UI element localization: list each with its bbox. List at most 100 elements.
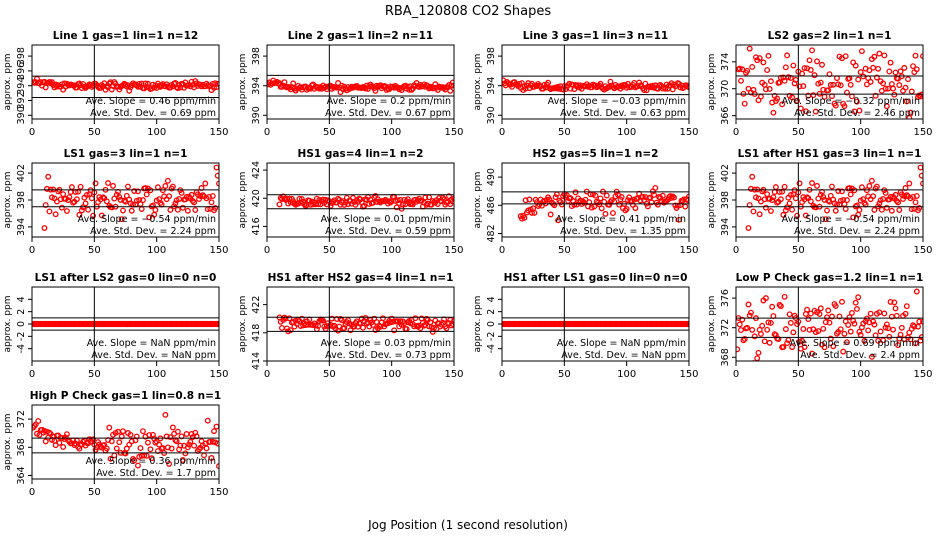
data-point <box>878 206 885 213</box>
slope-annotation: Ave. Slope = 0.41 ppm/min <box>556 214 686 225</box>
data-point <box>770 194 777 201</box>
data-point <box>900 196 907 202</box>
data-point <box>850 214 857 221</box>
data-point <box>351 323 358 330</box>
data-point <box>896 207 903 214</box>
data-point <box>844 339 850 346</box>
data-point <box>799 337 806 344</box>
data-point <box>56 439 63 446</box>
x-tick-label: 100 <box>147 245 166 256</box>
std-annotation: Ave. Std. Dev. = 0.63 ppm <box>560 108 686 119</box>
y-tick-label: 372 <box>720 319 731 337</box>
data-point <box>839 188 845 195</box>
data-point <box>855 294 862 301</box>
data-point <box>781 77 788 84</box>
data-point <box>913 193 920 199</box>
data-point <box>852 62 859 69</box>
y-tick-label: 416 <box>251 217 262 235</box>
x-tick-label: 100 <box>617 245 636 256</box>
data-point <box>531 209 538 216</box>
data-point <box>895 199 902 206</box>
x-tick-label: 100 <box>147 487 166 498</box>
data-point <box>762 204 769 211</box>
subplot-title: HS1 gas=4 lin=1 n=2 <box>298 148 424 160</box>
data-point <box>906 115 913 119</box>
data-point <box>784 52 791 59</box>
data-point <box>58 204 65 211</box>
data-points <box>736 288 923 361</box>
data-point <box>602 210 609 217</box>
data-point <box>839 298 845 305</box>
data-point <box>789 344 796 351</box>
data-point <box>77 183 84 190</box>
data-point <box>676 216 682 223</box>
data-point <box>682 203 689 210</box>
data-point <box>903 98 910 105</box>
data-point <box>750 208 757 215</box>
slope-annotation: Ave. Slope = −0.03 ppm/min <box>548 96 686 107</box>
data-point <box>903 192 910 199</box>
data-point <box>842 206 849 212</box>
data-point <box>46 78 53 85</box>
data-point <box>917 164 923 171</box>
data-point <box>35 418 42 425</box>
data-points <box>502 77 689 94</box>
data-point <box>361 203 368 209</box>
data-point <box>739 66 746 73</box>
data-point <box>179 457 186 463</box>
data-point <box>913 288 920 295</box>
data-point <box>837 326 844 333</box>
x-tick-label: 100 <box>617 127 636 138</box>
data-point <box>857 69 864 76</box>
plot-frame <box>266 286 455 362</box>
std-annotation: Ave. Std. Dev. = 0.73 ppm <box>325 350 451 361</box>
data-point <box>765 52 772 59</box>
data-point <box>169 424 176 431</box>
data-point <box>337 315 344 322</box>
data-point <box>173 438 180 445</box>
data-point <box>895 342 902 349</box>
data-point <box>592 192 599 199</box>
y-tick-label: 394 <box>16 77 27 95</box>
data-point <box>136 80 143 87</box>
data-point <box>545 79 552 86</box>
data-point <box>189 434 196 440</box>
x-tick-label: 150 <box>209 245 228 256</box>
data-point <box>135 83 141 90</box>
data-point <box>767 78 774 85</box>
data-point <box>685 320 689 328</box>
data-point <box>131 457 138 464</box>
data-point <box>905 76 911 83</box>
data-point <box>140 428 146 435</box>
data-point <box>920 180 923 187</box>
data-point <box>767 208 774 214</box>
data-point <box>840 348 847 355</box>
data-point <box>845 322 852 328</box>
data-point <box>128 207 135 214</box>
data-point <box>883 204 890 211</box>
data-point <box>746 202 753 209</box>
x-tick-label: 100 <box>851 369 870 380</box>
data-point <box>871 206 878 213</box>
data-point <box>320 317 327 324</box>
data-point <box>786 311 793 318</box>
data-point <box>120 428 126 435</box>
plot-frame <box>735 44 924 120</box>
data-point <box>903 303 910 310</box>
data-point <box>794 97 801 104</box>
data-point <box>146 432 153 438</box>
data-point <box>898 324 905 331</box>
x-tick-label: 0 <box>499 245 505 256</box>
x-tick-label: 0 <box>733 127 739 138</box>
data-point <box>193 433 200 440</box>
data-point <box>363 197 370 203</box>
data-point <box>807 310 814 317</box>
data-point <box>827 82 834 88</box>
subplot-title: Line 2 gas=1 lin=2 n=11 <box>288 30 433 42</box>
data-point <box>820 193 827 200</box>
data-point <box>108 204 115 211</box>
data-point <box>757 93 764 100</box>
data-point <box>817 305 824 312</box>
data-point <box>686 84 689 91</box>
data-point <box>116 193 123 200</box>
